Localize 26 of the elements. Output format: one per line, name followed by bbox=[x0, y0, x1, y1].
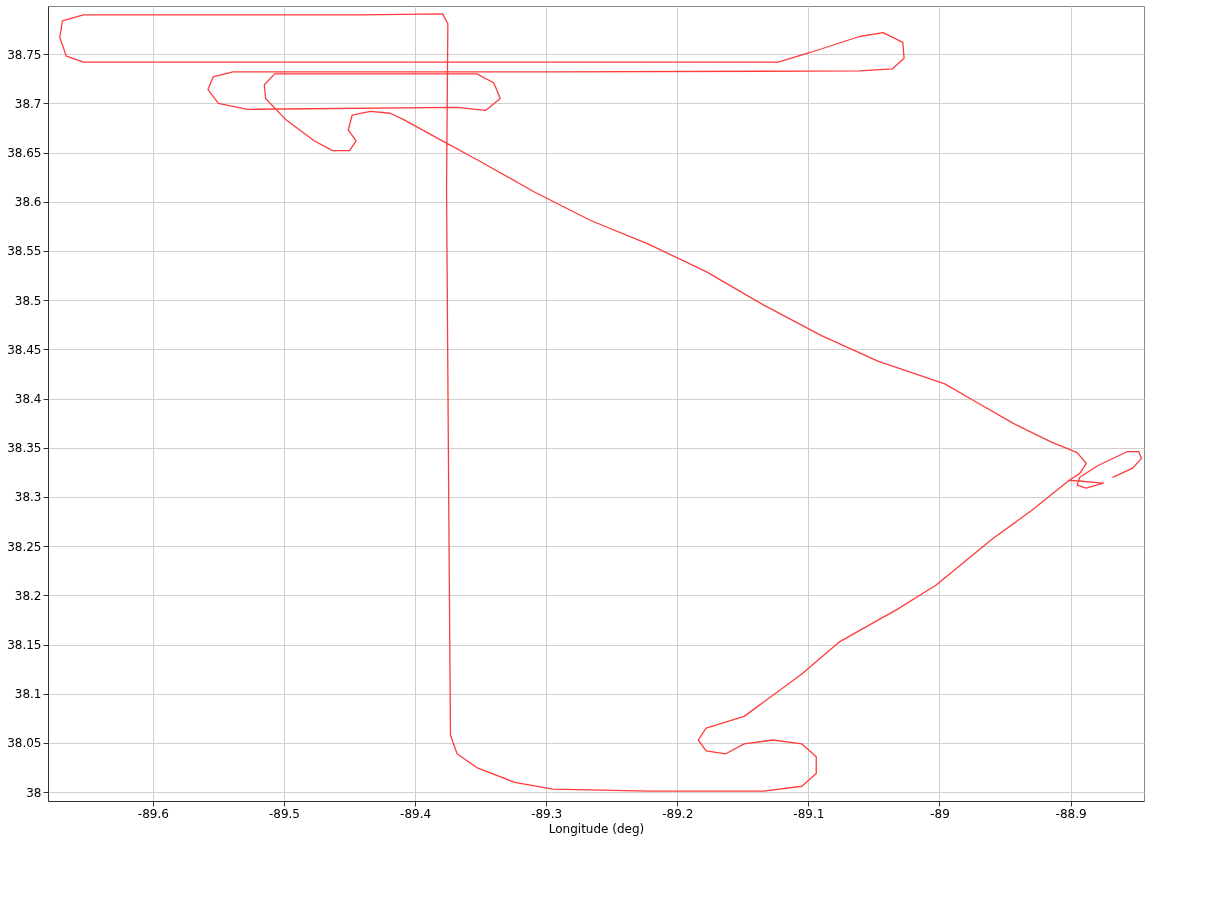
y-tick-label: 38.6 bbox=[14, 195, 42, 210]
x-tick-label: -89 bbox=[930, 806, 950, 821]
y-tick-label: 38.25 bbox=[7, 539, 42, 554]
x-tick-label: -89.4 bbox=[400, 806, 432, 821]
y-tick-label: 38.55 bbox=[7, 244, 42, 259]
y-tick-label: 38.7 bbox=[14, 96, 42, 111]
x-tick-label: -89.1 bbox=[793, 806, 825, 821]
x-tick-label: -89.3 bbox=[531, 806, 563, 821]
line-series bbox=[59, 13, 1143, 792]
y-tick-label: 38.45 bbox=[7, 342, 42, 357]
y-tick-label: 38.4 bbox=[14, 392, 42, 407]
y-tick-label: 38 bbox=[26, 785, 42, 800]
x-tick-label: -89.2 bbox=[662, 806, 694, 821]
y-tick-label: 38.05 bbox=[7, 736, 42, 751]
x-axis-title: Longitude (deg) bbox=[548, 821, 645, 836]
x-tick-label: -88.9 bbox=[1055, 806, 1087, 821]
y-tick-label: 38.3 bbox=[14, 490, 42, 505]
y-tick-label: 38.75 bbox=[7, 47, 42, 62]
x-tick-label: -89.5 bbox=[268, 806, 301, 821]
y-tick-label: 38.5 bbox=[14, 293, 42, 308]
y-tick-label: 38.65 bbox=[7, 146, 42, 161]
y-tick-label: 38.2 bbox=[14, 588, 42, 603]
x-tick-label: -89.6 bbox=[137, 806, 169, 821]
y-tick-label: 38.1 bbox=[14, 687, 42, 702]
y-tick-label: 38.15 bbox=[7, 638, 42, 653]
y-tick-label: 38.35 bbox=[7, 441, 42, 456]
